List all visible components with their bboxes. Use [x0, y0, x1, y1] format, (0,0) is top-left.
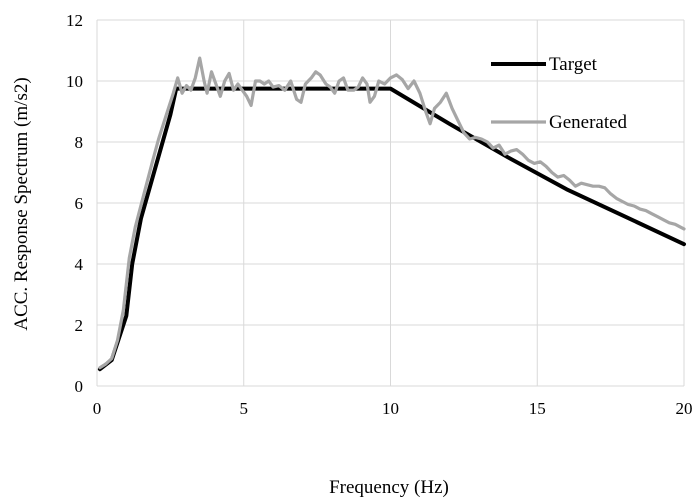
y-tick-label: 12 — [66, 11, 83, 30]
legend-label-generated: Generated — [549, 112, 628, 133]
x-tick-label: 20 — [676, 399, 693, 418]
legend: Target Generated — [491, 54, 628, 133]
series-layer — [97, 56, 686, 372]
y-tick-label: 2 — [75, 316, 84, 335]
x-tick-label: 10 — [382, 399, 399, 418]
series-line-generated — [98, 56, 686, 370]
x-axis-label: Frequency (Hz) — [329, 477, 449, 498]
x-tick-label: 5 — [240, 399, 249, 418]
y-tick-label: 0 — [75, 377, 84, 396]
y-axis-label: ACC. Response Spectrum (m/s2) — [11, 77, 32, 330]
x-tick-label: 15 — [529, 399, 546, 418]
legend-label-target: Target — [549, 54, 598, 75]
y-tick-label: 6 — [75, 194, 84, 213]
x-tick-labels: 0 5 10 15 20 — [93, 399, 693, 418]
series-line-target — [97, 86, 686, 372]
y-tick-label: 10 — [66, 72, 83, 91]
y-tick-label: 8 — [75, 133, 84, 152]
y-tick-label: 4 — [75, 255, 84, 274]
x-tick-label: 0 — [93, 399, 102, 418]
y-tick-labels: 0 2 4 6 8 10 12 — [66, 11, 84, 396]
